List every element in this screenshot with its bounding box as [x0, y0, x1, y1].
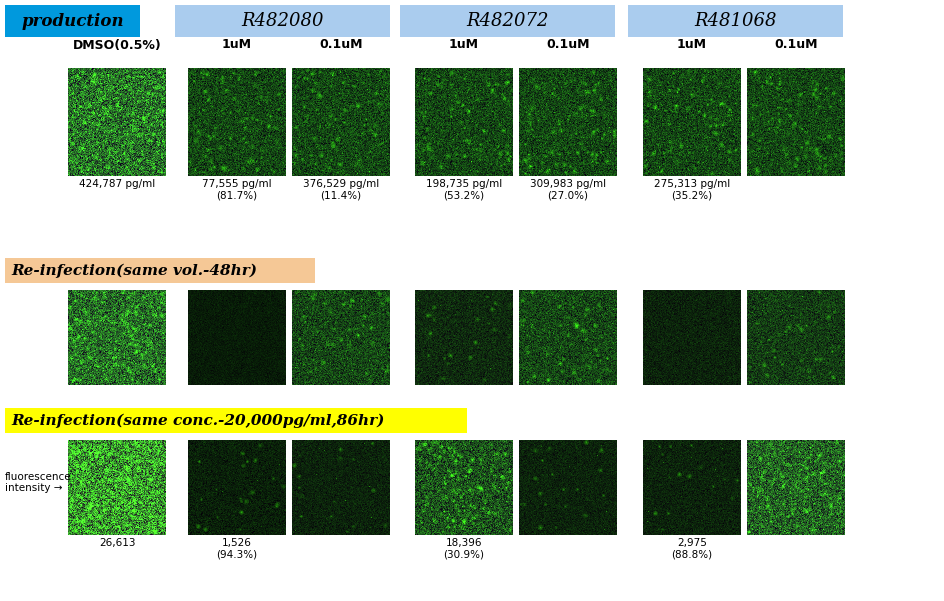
Text: 376,529 pg/ml
(11.4%): 376,529 pg/ml (11.4%)	[303, 179, 379, 201]
Text: 275,313 pg/ml
(35.2%): 275,313 pg/ml (35.2%)	[654, 179, 730, 201]
FancyBboxPatch shape	[175, 5, 390, 37]
FancyBboxPatch shape	[628, 5, 843, 37]
Text: 1uM: 1uM	[677, 38, 707, 52]
Text: DMSO(0.5%): DMSO(0.5%)	[73, 38, 161, 52]
Text: 1uM: 1uM	[222, 38, 252, 52]
Text: 0.1uM: 0.1uM	[319, 38, 362, 52]
Text: 0.1uM: 0.1uM	[774, 38, 818, 52]
Text: R482080: R482080	[242, 12, 324, 30]
Text: 0.1uM: 0.1uM	[547, 38, 590, 52]
Text: 309,983 pg/ml
(27.0%): 309,983 pg/ml (27.0%)	[530, 179, 606, 201]
Text: Re-infection(same conc.-20,000pg/ml,86hr): Re-infection(same conc.-20,000pg/ml,86hr…	[11, 413, 384, 428]
Text: R481068: R481068	[694, 12, 777, 30]
FancyBboxPatch shape	[400, 5, 615, 37]
Text: fluorescence
intensity →: fluorescence intensity →	[5, 472, 72, 493]
Text: 198,735 pg/ml
(53.2%): 198,735 pg/ml (53.2%)	[426, 179, 502, 201]
Text: 2,975
(88.8%): 2,975 (88.8%)	[671, 538, 713, 560]
FancyBboxPatch shape	[5, 258, 315, 283]
FancyBboxPatch shape	[5, 408, 467, 433]
Text: 1,526
(94.3%): 1,526 (94.3%)	[216, 538, 258, 560]
Text: 77,555 pg/ml
(81.7%): 77,555 pg/ml (81.7%)	[202, 179, 272, 201]
Text: 1uM: 1uM	[449, 38, 479, 52]
Text: 26,613: 26,613	[99, 538, 135, 548]
FancyBboxPatch shape	[5, 5, 140, 37]
Text: Re-infection(same vol.-48hr): Re-infection(same vol.-48hr)	[11, 263, 257, 278]
Text: 18,396
(30.9%): 18,396 (30.9%)	[444, 538, 484, 560]
Text: R482072: R482072	[466, 12, 548, 30]
Text: production: production	[21, 13, 124, 29]
Text: 424,787 pg/ml: 424,787 pg/ml	[79, 179, 155, 189]
